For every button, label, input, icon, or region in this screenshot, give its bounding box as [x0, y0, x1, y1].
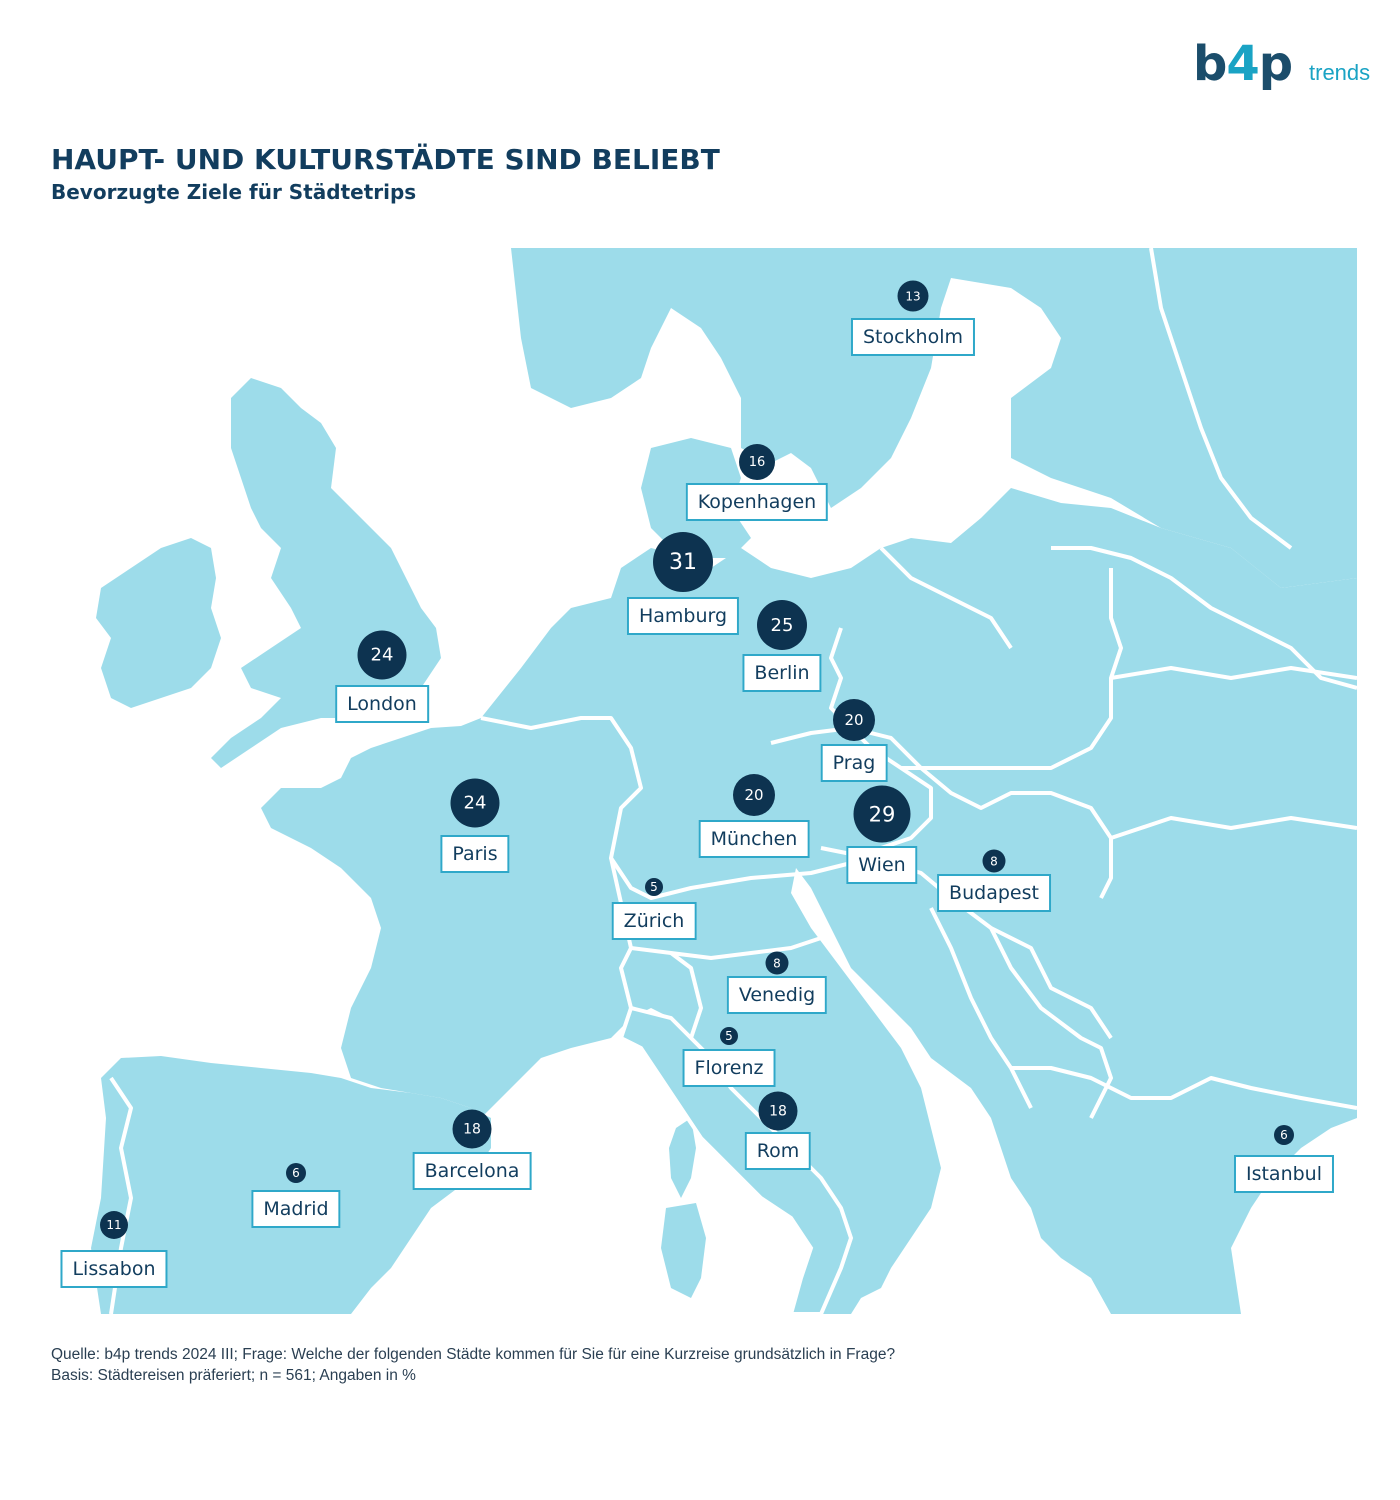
city-value-marker-london: 24: [357, 630, 407, 680]
city-label-rom: Rom: [744, 1132, 812, 1170]
city-value-marker-hamburg: 31: [653, 532, 713, 592]
border-line: [879, 546, 1013, 650]
continental-europe-landmass: [261, 488, 1357, 1314]
city-value-marker-stockholm: 13: [897, 280, 929, 312]
city-value-marker-zurich: 5: [645, 878, 663, 896]
city-label-prag: Prag: [820, 744, 888, 782]
city-label-berlin: Berlin: [742, 654, 822, 692]
city-label-paris: Paris: [440, 835, 510, 873]
europe-map: [91, 248, 1357, 1314]
page-title: HAUPT- UND KULTURSTÄDTE SIND BELIEBT: [51, 143, 720, 176]
city-value-marker-florenz: 5: [720, 1027, 738, 1045]
border-line: [1149, 248, 1293, 550]
iberia-landmass: [91, 1056, 491, 1314]
border-line: [630, 936, 822, 960]
city-label-london: London: [335, 685, 429, 723]
city-value-marker-budapest: 8: [982, 849, 1006, 873]
city-value-marker-munchen: 20: [733, 774, 775, 816]
city-value-marker-wien: 29: [853, 785, 911, 843]
city-label-stockholm: Stockholm: [850, 318, 976, 356]
city-value-marker-prag: 20: [833, 699, 875, 741]
basis-line: Basis: Städtereisen präferiert; n = 561;…: [51, 1367, 416, 1384]
city-label-madrid: Madrid: [251, 1190, 341, 1228]
border-line: [1110, 816, 1357, 840]
border-line: [1051, 546, 1357, 690]
city-value-marker-kopenhagen: 16: [739, 444, 775, 480]
corsica-landmass: [669, 1118, 696, 1198]
city-value-marker-barcelona: 18: [452, 1109, 492, 1149]
border-line: [669, 951, 703, 1039]
sardinia-landmass: [661, 1203, 706, 1298]
city-value-marker-paris: 24: [450, 778, 500, 828]
page-subtitle: Bevorzugte Ziele für Städtetrips: [51, 180, 417, 204]
source-line: Quelle: b4p trends 2024 III; Frage: Welc…: [51, 1346, 896, 1363]
city-value-marker-venedig: 8: [765, 951, 789, 975]
logo-wordmark: b4p: [1193, 36, 1293, 92]
ireland-landmass: [96, 538, 221, 708]
city-value-marker-rom: 18: [758, 1091, 798, 1131]
city-label-zurich: Zürich: [611, 902, 697, 940]
logo-suffix: trends: [1309, 60, 1371, 85]
city-label-munchen: München: [698, 820, 810, 858]
border-line: [901, 568, 1123, 770]
border-line: [1011, 1066, 1357, 1110]
city-value-marker-lissabon: 11: [100, 1211, 128, 1239]
city-label-budapest: Budapest: [937, 874, 1051, 912]
border-line: [929, 907, 1033, 1109]
city-label-hamburg: Hamburg: [626, 597, 740, 635]
city-label-venedig: Venedig: [726, 976, 828, 1014]
city-label-lissabon: Lissabon: [60, 1250, 168, 1288]
scandinavia-landmass: [511, 248, 1357, 588]
city-label-istanbul: Istanbul: [1233, 1155, 1335, 1193]
source-note: Quelle: b4p trends 2024 III; Frage: Welc…: [51, 1344, 895, 1386]
city-value-marker-istanbul: 6: [1274, 1125, 1294, 1145]
city-label-barcelona: Barcelona: [412, 1152, 532, 1190]
city-label-wien: Wien: [846, 846, 918, 884]
city-value-marker-madrid: 6: [286, 1163, 306, 1183]
city-label-florenz: Florenz: [682, 1049, 776, 1087]
city-value-marker-berlin: 25: [757, 600, 807, 650]
border-line: [990, 926, 1113, 1040]
city-label-kopenhagen: Kopenhagen: [685, 483, 829, 521]
